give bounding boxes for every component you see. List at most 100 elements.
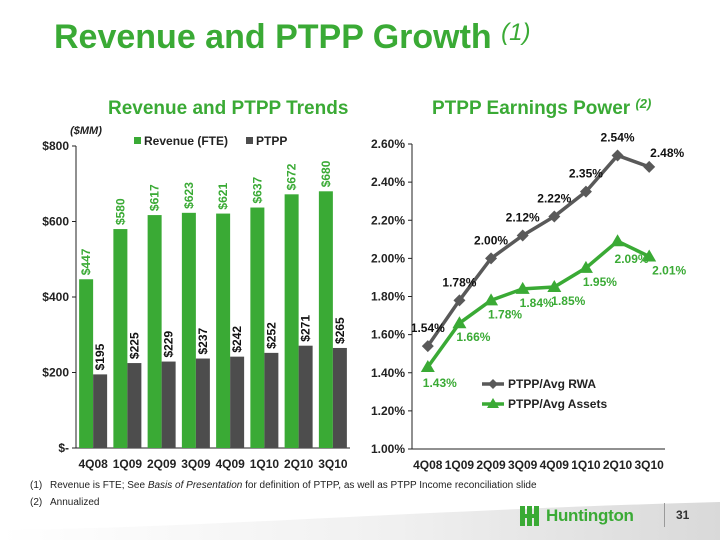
ptpp-avg-assets-marker <box>515 281 530 294</box>
footer-swoosh <box>0 502 720 540</box>
ptpp-data-label: $195 <box>93 343 107 370</box>
bar-x-tick-label: 1Q09 <box>113 457 143 471</box>
line-chart-subtitle-ref: (2) <box>635 96 652 111</box>
ptpp-avg-rwa-marker <box>579 185 592 198</box>
footnote-2: (2) Annualized <box>30 494 537 511</box>
revenue-bar <box>79 279 94 448</box>
revenue-bar <box>181 212 196 448</box>
revenue-bar <box>318 191 333 449</box>
legend-rwa-marker <box>488 379 498 389</box>
ptpp-data-label: $252 <box>264 322 278 349</box>
page-number: 31 <box>676 508 690 522</box>
bar-y-tick-label: $- <box>58 441 69 455</box>
ptpp-avg-assets-data-label: 1.78% <box>488 307 522 321</box>
ptpp-bar <box>127 363 142 448</box>
ptpp-avg-rwa-marker <box>453 294 466 307</box>
bar-x-tick-label: 2Q10 <box>284 457 314 471</box>
line-y-tick-label: 2.40% <box>371 175 405 189</box>
line-x-tick-label: 2Q10 <box>603 458 633 472</box>
bar-y-tick-label: $400 <box>42 290 69 304</box>
revenue-bar <box>113 229 128 448</box>
ptpp-avg-assets-marker <box>547 279 562 292</box>
ptpp-avg-assets-data-label: 1.43% <box>423 376 457 390</box>
ptpp-data-label: $271 <box>299 315 313 342</box>
footnote-1-text-b: Basis of Presentation <box>147 480 243 491</box>
line-x-tick-label: 4Q09 <box>540 458 570 472</box>
ptpp-data-label: $242 <box>230 326 244 353</box>
ptpp-avg-rwa-data-label: 2.00% <box>474 233 508 247</box>
revenue-data-label: $672 <box>285 163 299 190</box>
ptpp-avg-rwa-data-label: 2.35% <box>569 167 603 181</box>
legend-revenue-label: Revenue (FTE) <box>144 134 228 148</box>
line-x-tick-label: 2Q09 <box>476 458 506 472</box>
huntington-logo-mark-icon <box>520 506 540 526</box>
line-x-tick-label: 3Q09 <box>508 458 538 472</box>
ptpp-bar <box>161 361 176 448</box>
ptpp-avg-rwa-line <box>426 153 650 348</box>
revenue-data-label: $680 <box>319 160 333 187</box>
ptpp-earnings-line-chart: 1.00% 1.20% 1.40% 1.60% 1.80% 2.00% 2.20% 2.40%… <box>371 130 687 472</box>
revenue-data-label: $637 <box>250 177 264 204</box>
ptpp-avg-assets-marker <box>452 316 467 329</box>
ptpp-avg-assets-marker <box>420 360 435 373</box>
ptpp-bar <box>264 352 279 448</box>
line-y-tick-label: 1.40% <box>371 366 405 380</box>
ptpp-data-label: $265 <box>333 317 347 344</box>
ptpp-avg-rwa-data-label: 1.78% <box>442 275 476 289</box>
revenue-bar <box>147 215 162 448</box>
ptpp-avg-rwa-marker <box>611 149 624 162</box>
line-y-tick-label: 1.00% <box>371 442 405 456</box>
ptpp-avg-rwa-marker <box>643 160 656 173</box>
ptpp-avg-rwa-data-label: 2.54% <box>601 130 635 144</box>
legend-revenue-swatch <box>134 137 141 144</box>
footer-divider <box>664 503 665 527</box>
ptpp-avg-rwa-data-label: 2.48% <box>650 146 684 160</box>
footnote-1-number: (1) <box>30 480 43 491</box>
huntington-logo-text: Huntington <box>546 506 634 525</box>
footnotes: (1) Revenue is FTE; See Basis of Presenta… <box>30 477 537 511</box>
footnote-2-text: Annualized <box>50 497 100 508</box>
legend-assets-label: PTPP/Avg Assets <box>508 397 607 411</box>
huntington-logo: Huntington <box>520 506 634 526</box>
revenue-bar <box>216 213 231 448</box>
legend-rwa-label: PTPP/Avg RWA <box>508 377 596 391</box>
ptpp-avg-rwa-data-label: 2.22% <box>537 191 571 205</box>
footnote-1-text-c: for definition of PTPP, as well as PTPP … <box>242 480 537 491</box>
ptpp-avg-assets-data-label: 1.85% <box>551 294 585 308</box>
revenue-bar <box>250 207 265 448</box>
ptpp-data-label: $225 <box>127 332 141 359</box>
bar-x-tick-label: 3Q10 <box>318 457 348 471</box>
revenue-data-label: $621 <box>216 183 230 210</box>
ptpp-bar <box>195 358 210 448</box>
line-x-tick-label: 1Q09 <box>445 458 475 472</box>
line-y-tick-label: 2.60% <box>371 137 405 151</box>
legend-ptpp-swatch <box>246 137 253 144</box>
ptpp-avg-assets-data-label: 1.84% <box>520 296 554 310</box>
line-y-tick-label: 1.60% <box>371 328 405 342</box>
revenue-data-label: $580 <box>113 198 127 225</box>
footnote-1-text-a: Revenue is FTE; See <box>50 480 148 491</box>
line-y-tick-label: 2.00% <box>371 251 405 265</box>
revenue-data-label: $623 <box>182 182 196 209</box>
line-chart-subtitle: PTPP Earnings Power (2) <box>432 96 652 120</box>
line-x-tick-label: 1Q10 <box>571 458 601 472</box>
bar-x-tick-label: 2Q09 <box>147 457 177 471</box>
bar-y-tick-label: $800 <box>42 139 69 153</box>
line-x-tick-label: 4Q08 <box>413 458 443 472</box>
line-x-tick-label: 3Q10 <box>635 458 665 472</box>
bar-x-tick-label: 4Q08 <box>78 457 108 471</box>
ptpp-bar <box>298 345 313 448</box>
revenue-ptpp-bar-chart: ($MM) $- $200 $400 $600 $800 4Q08 $447 $195 1Q09 $… <box>42 125 350 471</box>
ptpp-avg-assets-data-label: 2.01% <box>652 263 686 277</box>
ptpp-data-label: $229 <box>162 331 176 358</box>
bar-y-tick-label: $200 <box>42 366 69 380</box>
ptpp-avg-rwa-data-label: 1.54% <box>411 321 445 335</box>
bar-chart-unit-label: ($MM) <box>70 125 102 137</box>
ptpp-avg-assets-data-label: 1.95% <box>583 275 617 289</box>
line-chart-subtitle-text: PTPP Earnings Power <box>432 98 631 119</box>
line-y-tick-label: 1.20% <box>371 404 405 418</box>
bar-chart-subtitle: Revenue and PTPP Trends <box>108 98 349 119</box>
ptpp-avg-assets-data-label: 1.66% <box>456 330 490 344</box>
legend-assets-marker <box>487 398 499 408</box>
page-title-footnote-ref: (1) <box>501 19 531 46</box>
